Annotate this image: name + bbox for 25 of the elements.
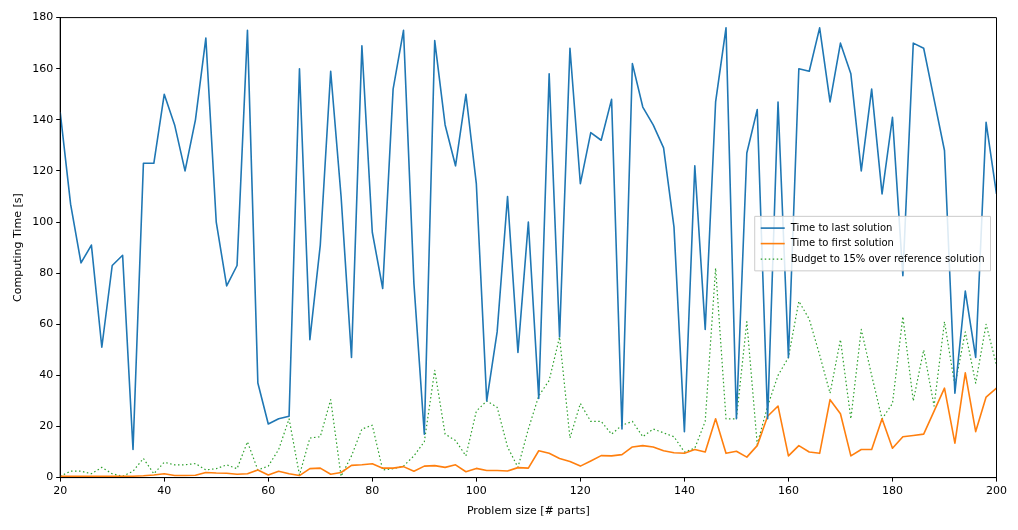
legend-label: Time to last solution [789, 221, 893, 233]
x-axis-title: Problem size [# parts] [466, 504, 590, 518]
x-tick-label: 80 [365, 484, 380, 498]
x-tick-label: 60 [261, 484, 276, 498]
x-tick-label: 140 [673, 484, 695, 498]
y-axis-title: Computing Time [s] [11, 193, 25, 302]
x-tick-label: 40 [157, 484, 172, 498]
y-tick-label: 80 [39, 266, 54, 280]
x-tick-label: 20 [53, 484, 68, 498]
legend-label: Budget to 15% over reference solution [790, 252, 985, 264]
x-tick-label: 180 [881, 484, 903, 498]
y-tick-label: 180 [32, 10, 54, 24]
y-tick-label: 100 [32, 214, 54, 228]
y-tick-label: 140 [32, 112, 54, 126]
x-tick-label: 160 [777, 484, 799, 498]
x-tick-label: 120 [569, 484, 591, 498]
legend-label: Time to first solution [789, 237, 894, 249]
y-tick-label: 120 [32, 163, 54, 177]
y-tick-label: 60 [39, 317, 54, 331]
x-tick-label: 100 [465, 484, 487, 498]
y-tick-label: 0 [46, 470, 54, 484]
y-tick-label: 40 [39, 368, 54, 382]
y-tick-label: 160 [32, 61, 54, 75]
x-tick-label: 200 [986, 484, 1007, 498]
y-tick-label: 20 [39, 419, 54, 433]
